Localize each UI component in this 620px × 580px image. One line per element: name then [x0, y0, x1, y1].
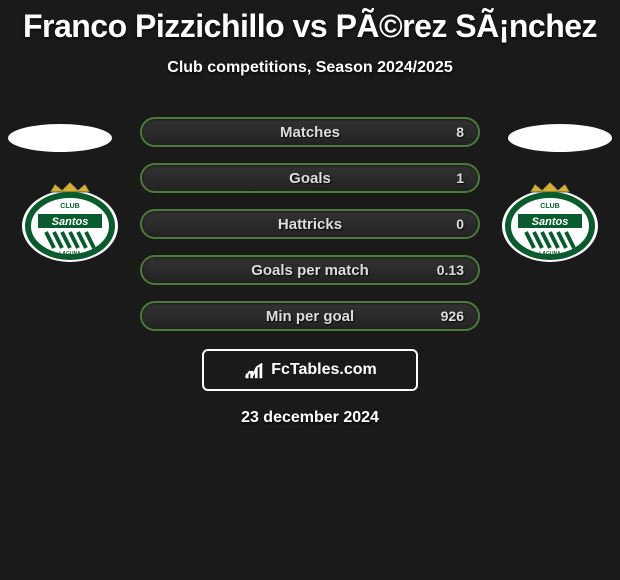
chart-icon [243, 359, 265, 381]
left-club-badge: CLUB Santos LAGUNA [20, 178, 120, 264]
right-club-badge: CLUB Santos LAGUNA [500, 178, 600, 264]
left-player-placeholder [8, 124, 112, 152]
svg-text:CLUB: CLUB [60, 203, 79, 210]
subtitle: Club competitions, Season 2024/2025 [0, 59, 620, 77]
stat-label: Matches [280, 124, 340, 141]
santos-laguna-badge-icon: CLUB Santos LAGUNA [20, 178, 120, 264]
stat-row-min-per-goal: Min per goal 926 [140, 301, 480, 331]
stat-label: Min per goal [266, 308, 354, 325]
date-label: 23 december 2024 [0, 409, 620, 427]
svg-text:LAGUNA: LAGUNA [59, 251, 81, 257]
svg-text:CLUB: CLUB [540, 203, 559, 210]
stat-row-hattricks: Hattricks 0 [140, 209, 480, 239]
stat-value: 1 [456, 170, 464, 186]
stats-container: Matches 8 Goals 1 Hattricks 0 Goals per … [140, 117, 480, 331]
santos-laguna-badge-icon: CLUB Santos LAGUNA [500, 178, 600, 264]
right-player-placeholder [508, 124, 612, 152]
stat-value: 0 [456, 216, 464, 232]
stat-label: Hattricks [278, 216, 342, 233]
brand-box[interactable]: FcTables.com [202, 349, 418, 391]
page-title: Franco Pizzichillo vs PÃ©rez SÃ¡nchez [0, 0, 620, 45]
stat-value: 0.13 [437, 262, 464, 278]
svg-text:Santos: Santos [532, 216, 569, 228]
stat-value: 926 [441, 308, 464, 324]
brand-label: FcTables.com [271, 361, 377, 379]
stat-row-goals-per-match: Goals per match 0.13 [140, 255, 480, 285]
svg-text:Santos: Santos [52, 216, 89, 228]
stat-label: Goals [289, 170, 331, 187]
stat-row-goals: Goals 1 [140, 163, 480, 193]
stat-label: Goals per match [251, 262, 369, 279]
svg-text:LAGUNA: LAGUNA [539, 251, 561, 257]
stat-row-matches: Matches 8 [140, 117, 480, 147]
stat-value: 8 [456, 124, 464, 140]
